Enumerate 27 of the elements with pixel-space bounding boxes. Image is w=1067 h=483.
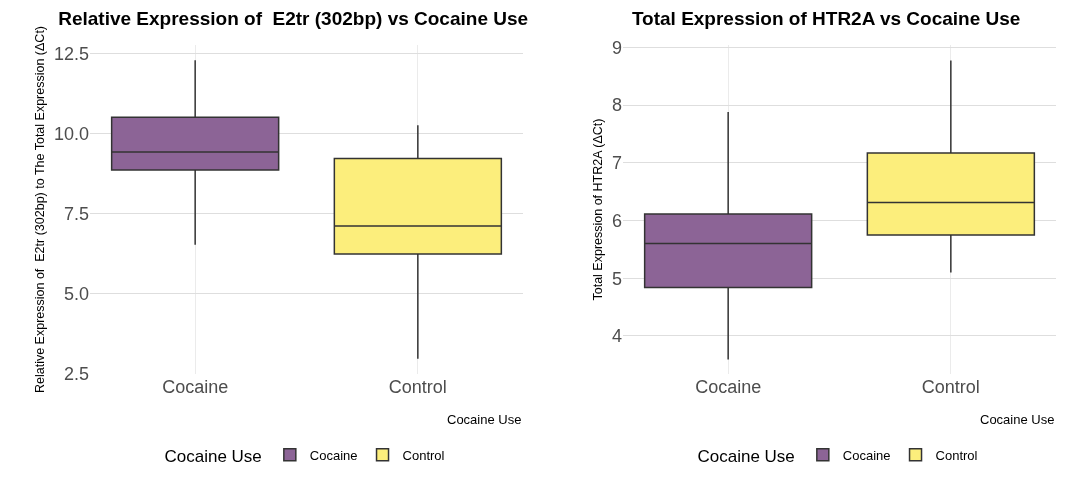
- y-axis-title: Relative Expression of E2tr (302bp) to The Total Expression (ΔCt): [33, 25, 48, 394]
- x-axis-title: Cocaine Use: [980, 412, 1055, 427]
- y-tick-label: 7: [611, 153, 622, 174]
- y-tick-label: 8: [611, 95, 622, 116]
- chart-title: Relative Expression of E2tr (302bp) vs Cocaine Use: [58, 8, 529, 30]
- chart-title: Total Expression of HTR2A vs Cocaine Use: [631, 8, 1021, 30]
- y-tick-label: 12.5: [53, 43, 89, 64]
- x-tick-label: Cocaine: [162, 377, 229, 397]
- x-axis-title: Cocaine Use: [447, 412, 522, 427]
- legend-label: Control: [935, 447, 978, 463]
- y-tick-label: 5.0: [63, 283, 89, 304]
- x-tick-label: Cocaine: [695, 377, 762, 397]
- y-axis-title: Total Expression of HTR2A (ΔCt): [591, 118, 606, 301]
- legend-label: Cocaine: [309, 447, 358, 463]
- x-tick-label: Control: [921, 377, 980, 397]
- x-tick-label: Control: [388, 377, 447, 397]
- y-tick-label: 6: [611, 210, 622, 231]
- y-tick-label: 5: [611, 268, 622, 289]
- y-tick-label: 2.5: [63, 363, 89, 384]
- legend-title: Cocaine Use: [164, 446, 262, 466]
- y-tick-label: 10.0: [53, 123, 89, 144]
- legend-label: Control: [402, 447, 445, 463]
- legend-title: Cocaine Use: [697, 446, 795, 466]
- y-tick-label: 9: [611, 37, 622, 58]
- y-tick-label: 7.5: [63, 203, 89, 224]
- y-tick-label: 4: [611, 326, 622, 347]
- legend-label: Cocaine: [842, 447, 891, 463]
